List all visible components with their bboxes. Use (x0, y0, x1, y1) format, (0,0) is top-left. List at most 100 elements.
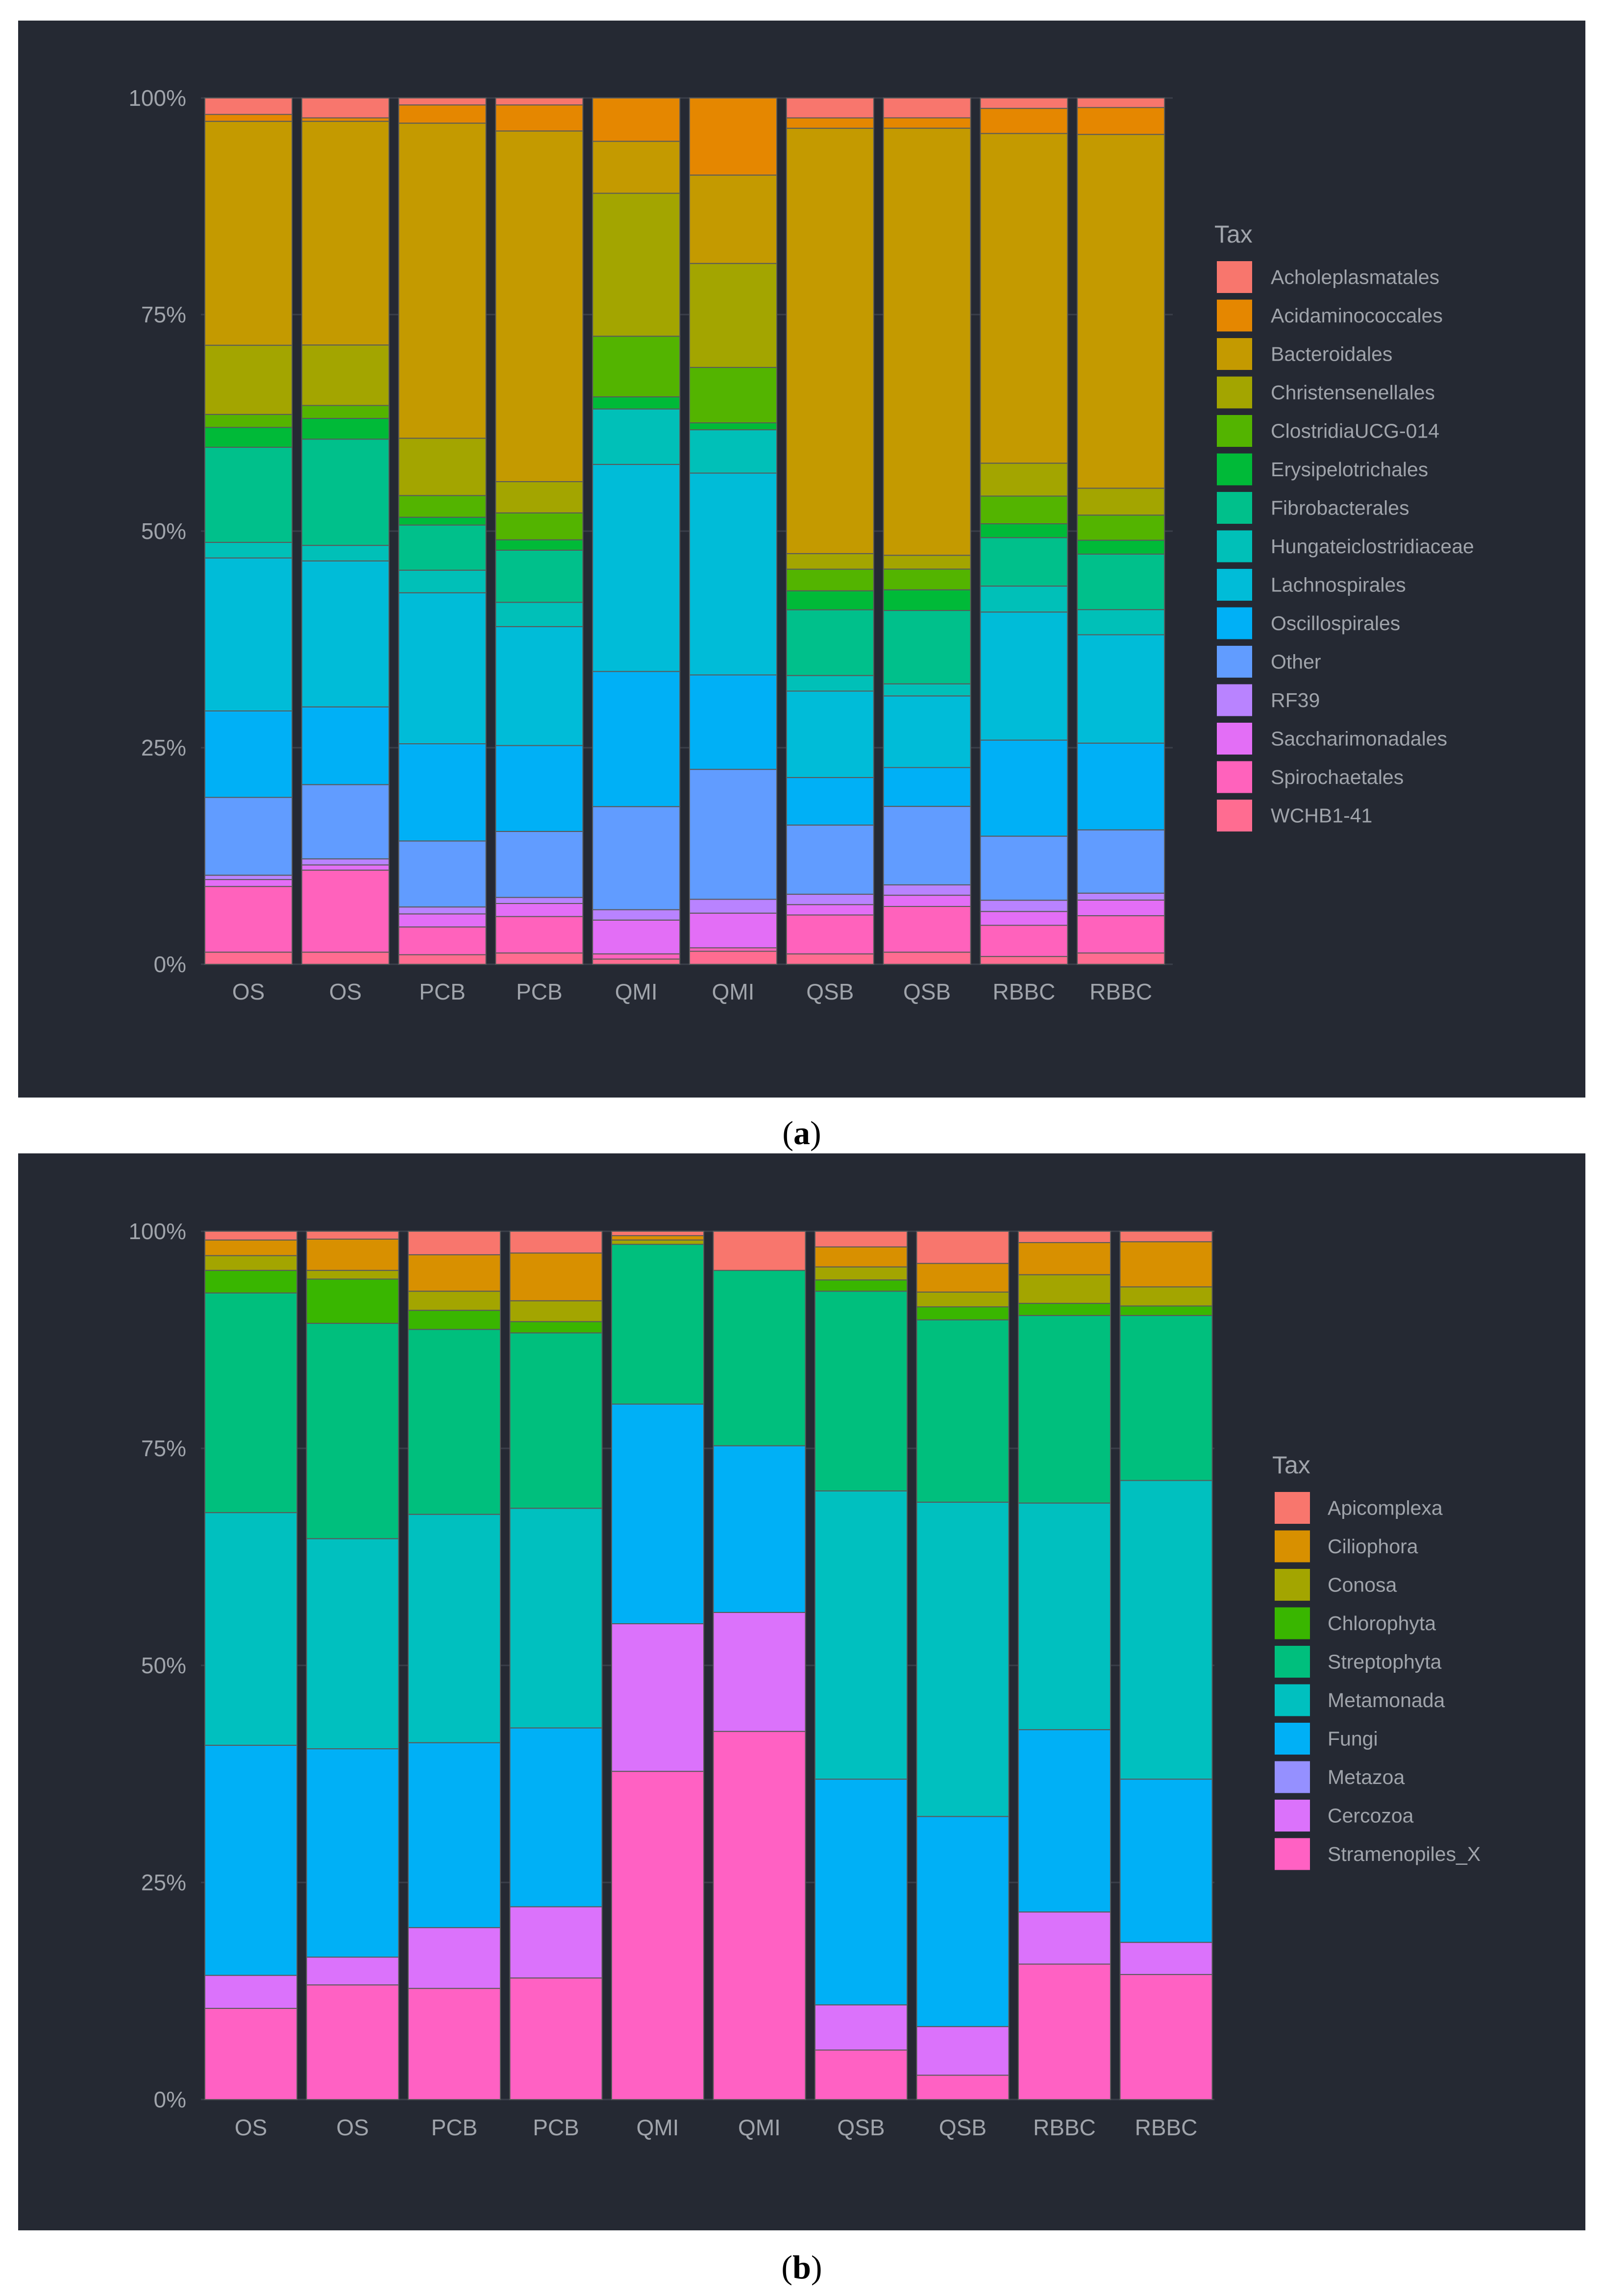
panel-a-bar-segment (1077, 107, 1165, 135)
panel-a-bar-segment (204, 414, 293, 428)
panel-b-bar-segment (204, 2007, 297, 2100)
panel-a-legend-swatch (1217, 530, 1252, 562)
panel-a-bar-segment (495, 897, 584, 904)
panel-b-bar-segment (1018, 1274, 1111, 1304)
panel-a-x-tick-label: OS (232, 979, 265, 1004)
panel-b-bar-segment (916, 2075, 1010, 2100)
panel-a-legend-swatch (1217, 761, 1252, 793)
panel-a-bar-segment (883, 683, 971, 697)
panel-a-bar-segment (495, 952, 584, 965)
panel-a-bar-segment (1077, 488, 1165, 516)
panel-a-y-tick-label: 25% (141, 735, 186, 760)
panel-b-bar-segment (408, 1988, 501, 2101)
panel-a-bar-segment (495, 130, 584, 483)
panel-b-legend-swatch (1275, 1800, 1310, 1832)
panel-b-bar-segment (306, 1984, 399, 2100)
panel-a-legend-label: Fibrobacterales (1271, 497, 1409, 519)
panel-a-bar-segment (204, 541, 293, 559)
panel-b-legend-title: Tax (1272, 1451, 1310, 1479)
panel-a-bar-segment (204, 952, 293, 965)
panel-a-bar-segment (980, 133, 1068, 464)
panel-b-bar-segment (204, 1270, 297, 1294)
panel-a-bar-segment (1077, 829, 1165, 894)
panel-a-bar-segment (495, 745, 584, 832)
panel-b-x-axis: OS OS PCB PCB QMI QMI QSB QSB RBBC RBBC (235, 2115, 1198, 2140)
panel-a-bar-segment (1077, 952, 1165, 965)
panel-b-x-tick-label: OS (235, 2115, 267, 2140)
panel-a-bar-segment (1077, 900, 1165, 916)
panel-b-bar-segment (306, 1538, 399, 1750)
panel-a-bar-segment (495, 104, 584, 132)
panel-a-bar-segment (592, 953, 681, 960)
panel-b-bar-segment (1018, 1242, 1111, 1275)
panel-a-bar-segment (689, 98, 777, 176)
panel-a-bar-segment (398, 906, 487, 915)
panel-a-bar-segment (689, 366, 777, 424)
panel-a-bar-segment (301, 869, 390, 953)
panel-a-bar-segment (592, 408, 681, 465)
panel-a-bar-segment (398, 954, 487, 965)
panel-b-bar-segment (509, 1906, 603, 1978)
panel-b-bar-segment (916, 1231, 1010, 1264)
panel-a-bar-segment (786, 777, 874, 826)
panel-b-bar-segment (814, 1231, 908, 1247)
panel-a-bar-segment (883, 895, 971, 907)
panel-b-legend-label: Fungi (1328, 1728, 1378, 1750)
panel-a-bar-segment (883, 610, 971, 684)
panel-a-bar-segment (398, 840, 487, 908)
panel-b-bar-segment (1119, 1779, 1213, 1943)
panel-a-bar-segment (786, 914, 874, 954)
panel-b-bar-segment (408, 1329, 501, 1515)
panel-a-legend-label: Oscillospirales (1271, 612, 1400, 635)
panel-b-legend-swatch (1275, 1530, 1310, 1563)
panel-a-bar-segment (883, 952, 971, 965)
panel-b-legend-swatch (1275, 1761, 1310, 1793)
panel-b-bar-segment (916, 1501, 1010, 1817)
panel-a-bar-segment (204, 98, 293, 115)
panel-a-legend-label: Acidaminococcales (1271, 304, 1443, 327)
panel-b-x-tick-label: PCB (431, 2115, 478, 2140)
panel-b-x-tick-label: QSB (837, 2115, 885, 2140)
panel-a-bar-segment (1077, 134, 1165, 489)
panel-a-bar-segment (786, 675, 874, 692)
panel-b-bar-segment (916, 1319, 1010, 1503)
panel-a-x-tick-label: RBBC (992, 979, 1055, 1004)
panel-b-bar-segment (916, 1816, 1010, 2027)
panel-a-bar-segment (495, 481, 584, 513)
panel-a-bar-segment (301, 858, 390, 866)
panel-b-bar-segment (306, 1956, 399, 1986)
panel-b-bar-segment (1119, 1231, 1213, 1243)
panel-b-bar-segment (611, 1239, 704, 1245)
panel-a-bar-segment (592, 806, 681, 910)
panel-a-bar-segment (301, 344, 390, 406)
panel-a-bar-segment (204, 886, 293, 953)
panel-b-legend: Tax Apicomplexa Ciliophora Conosa Chlorophy… (1272, 1451, 1481, 1870)
panel-a-legend-label: Other (1271, 651, 1321, 673)
panel-a-x-tick-label: QMI (712, 979, 755, 1004)
panel-b-bar-segment (814, 1291, 908, 1491)
panel-b-bar-segment (1018, 1911, 1111, 1965)
panel-a-legend-swatch (1217, 338, 1252, 370)
panel-b-x-tick-label: PCB (533, 2115, 579, 2140)
panel-b-bar-segment (408, 1254, 501, 1292)
panel-a-legend-swatch (1217, 646, 1252, 678)
panel-a-bar-segment (1077, 609, 1165, 635)
panel-a-bars (204, 98, 1165, 965)
panel-a-bar-segment (786, 127, 874, 554)
panel-b-legend-label: Metazoa (1328, 1766, 1405, 1788)
panel-b-bar-segment (1018, 1303, 1111, 1316)
panel-a-bar-segment (301, 706, 390, 785)
panel-b-legend-label: Chlorophyta (1328, 1612, 1436, 1635)
panel-b-x-tick-label: RBBC (1033, 2115, 1096, 2140)
panel-a-bar-segment (204, 875, 293, 880)
panel-a-bar-segment (786, 117, 874, 129)
panel-b-bar-segment (408, 1742, 501, 1929)
panel-a-bar-segment (495, 98, 584, 106)
panel-b-bar-segment (509, 1300, 603, 1322)
panel-a-bar-segment (689, 947, 777, 952)
panel-a-bar-segment (883, 695, 971, 768)
panel-a-bar-segment (204, 797, 293, 876)
panel-b-bar-segment (306, 1278, 399, 1324)
panel-a-y-axis: 0% 25% 50% 75% 100% (128, 85, 186, 977)
panel-a-x-axis: OS OS PCB PCB QMI QMI QSB QSB RBBC RBBC (232, 979, 1152, 1004)
